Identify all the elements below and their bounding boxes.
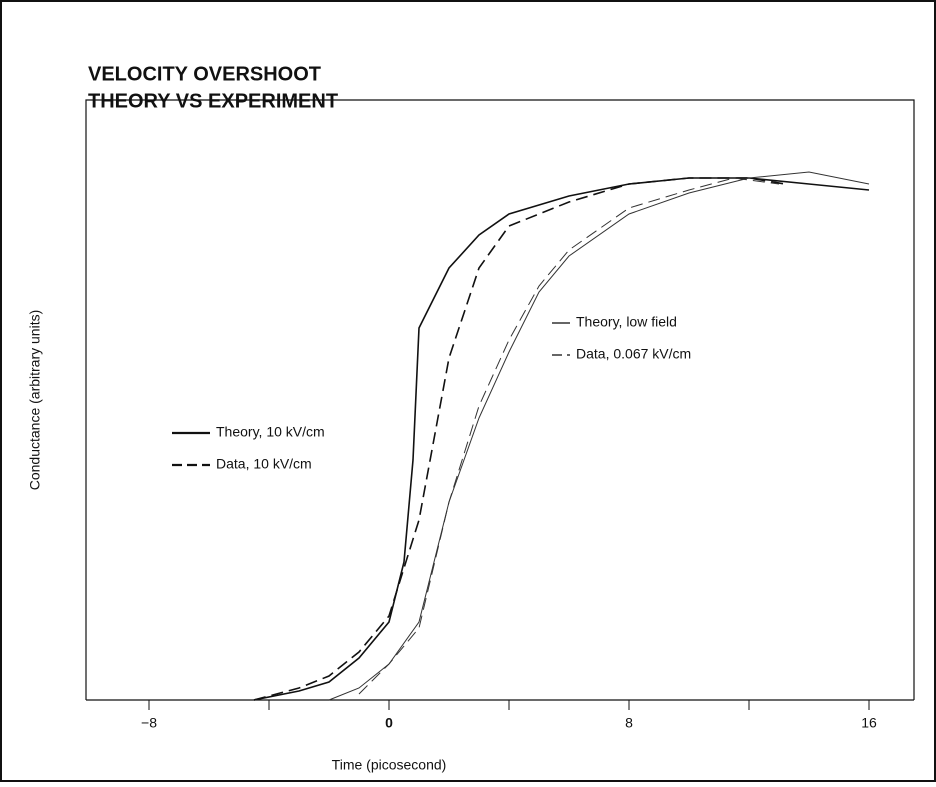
chart-title: THEORY VS EXPERIMENT (88, 90, 338, 112)
x-tick-label: 8 (625, 715, 633, 731)
legend-label: Data, 0.067 kV/cm (576, 346, 691, 362)
series-line (253, 177, 786, 701)
plot-frame (85, 99, 915, 700)
legend-label: Data, 10 kV/cm (216, 456, 312, 472)
x-tick-label: −8 (141, 715, 157, 731)
x-axis-label: Time (picosecond) (332, 757, 447, 773)
x-tick-label: 16 (861, 715, 877, 731)
x-tick-label: 0 (385, 715, 393, 731)
series-line (358, 177, 780, 695)
y-axis-label: Conductance (arbitrary units) (27, 310, 43, 491)
chart-title: VELOCITY OVERSHOOT (88, 63, 321, 85)
legend-label: Theory, 10 kV/cm (216, 424, 325, 440)
legend-label: Theory, low field (576, 314, 677, 330)
series-line (253, 177, 870, 701)
series-line (328, 171, 870, 701)
